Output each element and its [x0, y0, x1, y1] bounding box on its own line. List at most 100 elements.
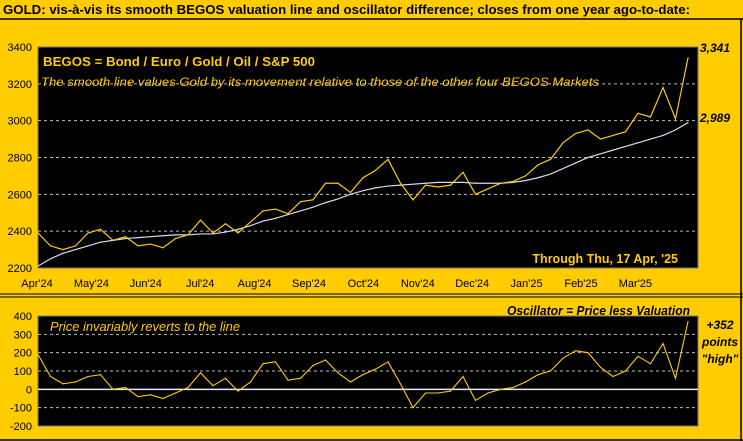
oscillator-point — [649, 363, 652, 365]
valuation-point — [562, 167, 564, 170]
valuation-point — [637, 142, 639, 144]
valuation-point — [199, 233, 202, 235]
valuation-point — [187, 234, 189, 236]
valuation-point — [499, 182, 502, 184]
y-tick-label: 3400 — [8, 42, 32, 54]
valuation-point — [224, 231, 227, 233]
price-point — [62, 248, 64, 251]
price-point — [662, 86, 664, 89]
price-point — [424, 184, 427, 186]
valuation-point — [262, 220, 264, 222]
oscillator-point — [574, 350, 577, 352]
valuation-point — [299, 210, 302, 212]
oscillator-point — [662, 342, 664, 345]
price-end-label: 3,341 — [700, 41, 730, 55]
oscillator-point — [287, 379, 289, 381]
valuation-point — [112, 239, 114, 241]
price-point — [299, 201, 302, 203]
valuation-point — [549, 173, 552, 175]
oscillator-annotation: Price invariably reverts to the line — [50, 320, 240, 334]
x-tick-label: Aug'24 — [238, 278, 272, 290]
x-tick-label: May'24 — [74, 278, 109, 290]
price-point — [74, 245, 77, 247]
oscillator-point — [237, 390, 239, 392]
valuation-point — [437, 181, 439, 183]
valuation-point — [149, 236, 152, 238]
osc-end-unit: points — [701, 335, 738, 349]
valuation-point — [487, 182, 489, 184]
valuation-point — [624, 145, 627, 148]
price-point — [237, 232, 239, 234]
price-point — [587, 129, 589, 131]
oscillator-point — [187, 386, 189, 389]
osc-y-tick-label: -100 — [10, 403, 32, 415]
chart-title: GOLD: vis-à-vis its smooth BEGOS valuati… — [3, 2, 690, 17]
price-point — [337, 182, 339, 184]
oscillator-point — [87, 375, 89, 378]
price-point — [437, 186, 439, 188]
price-point — [687, 57, 689, 59]
oscillator-point — [262, 363, 264, 365]
oscillator-point — [99, 374, 102, 376]
oscillator-point — [424, 392, 427, 394]
oscillator-point — [462, 375, 464, 378]
oscillator-point — [637, 355, 639, 357]
x-tick-label: Jun'24 — [130, 278, 162, 290]
y-tick-label: 2400 — [8, 226, 32, 238]
price-point — [224, 223, 227, 225]
price-point — [274, 208, 277, 210]
price-point — [124, 236, 127, 238]
price-point — [612, 134, 614, 136]
x-tick-label: Mar'25 — [619, 278, 652, 290]
price-point — [412, 199, 414, 201]
oscillator-point — [74, 381, 77, 383]
osc-end-value: +352 — [706, 318, 733, 332]
price-point — [674, 118, 677, 120]
valuation-point — [574, 162, 577, 164]
oscillator-point — [324, 359, 327, 361]
oscillator-point — [162, 397, 164, 400]
valuation-point — [87, 245, 89, 247]
oscillator-point — [562, 357, 564, 359]
oscillator-point — [349, 381, 352, 383]
valuation-point — [524, 179, 527, 182]
price-point — [649, 116, 652, 118]
valuation-point — [274, 217, 277, 219]
price-point — [324, 182, 327, 184]
oscillator-point — [49, 375, 52, 378]
oscillator-point — [412, 407, 414, 409]
price-point — [512, 180, 514, 183]
oscillator-point — [137, 396, 139, 398]
valuation-point — [424, 182, 427, 184]
osc-y-tick-label: -200 — [10, 421, 32, 433]
valuation-end-label: 2,989 — [699, 111, 730, 125]
price-point — [99, 228, 102, 230]
price-point — [624, 131, 627, 133]
x-tick-label: Jul'24 — [186, 278, 214, 290]
oscillator-point — [224, 377, 227, 379]
x-tick-label: Nov'24 — [401, 278, 435, 290]
oscillator-point — [612, 375, 614, 378]
oscillator-point — [549, 370, 552, 372]
oscillator-point — [312, 364, 314, 367]
price-point — [362, 177, 364, 179]
price-point — [87, 232, 89, 234]
price-point — [387, 158, 389, 160]
oscillator-point — [274, 361, 277, 363]
oscillator-point — [149, 394, 152, 396]
price-point — [212, 232, 214, 234]
x-tick-label: Apr'24 — [21, 278, 52, 290]
x-tick-label: Sep'24 — [292, 278, 326, 290]
oscillator-point — [399, 383, 402, 385]
osc-end-note: "high" — [702, 352, 739, 366]
valuation-point — [349, 193, 352, 195]
oscillator-point — [337, 372, 339, 374]
osc-y-tick-label: 300 — [14, 329, 32, 341]
price-point — [174, 237, 177, 240]
oscillator-point — [37, 353, 39, 356]
price-point — [199, 219, 202, 221]
x-tick-label: Feb'25 — [564, 278, 597, 290]
osc-y-tick-label: 200 — [14, 348, 32, 360]
price-point — [462, 171, 464, 173]
